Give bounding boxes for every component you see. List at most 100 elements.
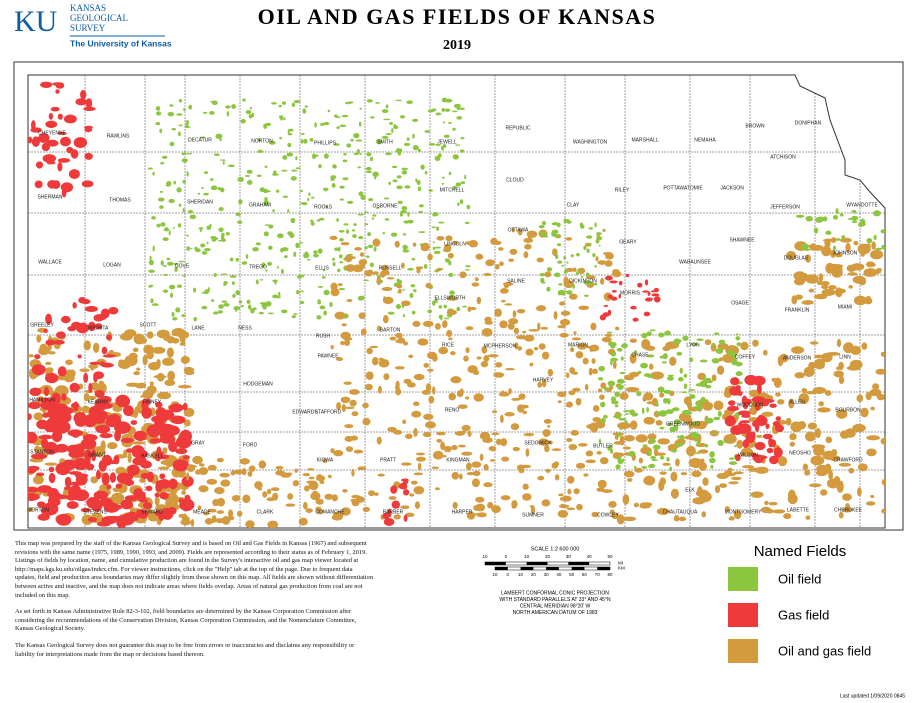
field-patch xyxy=(536,257,544,263)
field-patch xyxy=(403,478,409,485)
field-patch xyxy=(168,230,171,236)
field-patch xyxy=(659,455,665,460)
field-patch xyxy=(342,488,348,493)
field-patch xyxy=(463,355,469,362)
county-label: SHAWNEE xyxy=(729,237,755,243)
field-patch xyxy=(91,419,106,424)
county-label: OSAGE xyxy=(731,300,749,306)
field-patch xyxy=(694,438,698,442)
field-patch xyxy=(768,501,778,506)
field-patch xyxy=(771,377,777,382)
field-patch xyxy=(585,272,590,277)
field-patch xyxy=(167,370,176,381)
field-patch xyxy=(125,448,134,453)
field-patch xyxy=(185,152,193,155)
field-patch xyxy=(220,273,228,276)
field-patch xyxy=(597,260,607,265)
field-patch xyxy=(76,322,90,334)
field-patch xyxy=(68,450,85,459)
field-patch xyxy=(406,137,410,141)
field-patch xyxy=(804,469,811,476)
county-label: LANE xyxy=(191,325,205,331)
field-patch xyxy=(713,416,721,421)
field-patch xyxy=(769,455,779,465)
field-patch xyxy=(398,484,406,488)
field-patch xyxy=(457,444,467,448)
field-patch xyxy=(182,108,186,111)
field-patch xyxy=(401,167,409,171)
field-patch xyxy=(740,341,749,351)
field-patch xyxy=(182,274,186,277)
field-patch xyxy=(250,308,255,314)
field-patch xyxy=(48,112,54,120)
field-patch xyxy=(151,303,159,307)
subtitle: 2019 xyxy=(443,38,471,53)
field-patch xyxy=(343,223,349,226)
field-patch xyxy=(396,278,400,283)
field-patch xyxy=(173,180,177,185)
field-patch xyxy=(424,130,431,133)
field-patch xyxy=(58,415,64,422)
legend-label: Gas field xyxy=(778,607,829,622)
field-patch xyxy=(819,354,829,359)
field-patch xyxy=(210,185,218,191)
field-patch xyxy=(47,407,60,420)
field-patch xyxy=(561,264,565,267)
field-patch xyxy=(634,465,637,470)
field-patch xyxy=(303,485,310,492)
field-patch xyxy=(426,351,438,360)
field-patch xyxy=(366,152,372,157)
field-patch xyxy=(327,109,331,113)
field-patch xyxy=(405,433,413,440)
field-patch xyxy=(176,284,183,288)
fields xyxy=(28,81,885,528)
field-patch xyxy=(147,285,153,288)
field-patch xyxy=(154,492,160,498)
field-patch xyxy=(546,286,551,292)
field-patch xyxy=(513,327,520,335)
field-patch xyxy=(445,235,453,242)
field-patch xyxy=(609,385,614,390)
county-label: MONTGOMERY xyxy=(725,509,763,515)
field-patch xyxy=(45,361,52,366)
legend-swatch xyxy=(728,639,758,663)
field-patch xyxy=(293,251,297,257)
field-patch xyxy=(316,475,326,482)
scale-tick-label: 70 xyxy=(595,572,601,577)
logo-initials: KU xyxy=(14,5,58,38)
field-patch xyxy=(649,363,654,370)
field-patch xyxy=(221,516,231,525)
field-patch xyxy=(59,407,74,415)
field-patch xyxy=(839,480,844,491)
field-patch xyxy=(588,227,594,230)
field-patch xyxy=(47,351,56,355)
field-patch xyxy=(578,305,590,310)
field-patch xyxy=(866,237,873,244)
field-patch xyxy=(643,311,651,317)
field-patch xyxy=(33,412,44,421)
field-patch xyxy=(695,489,709,498)
field-patch xyxy=(599,394,605,400)
field-patch xyxy=(90,498,103,512)
field-patch xyxy=(347,101,354,104)
field-patch xyxy=(461,424,471,431)
field-patch xyxy=(236,220,243,224)
field-patch xyxy=(157,466,170,470)
field-patch xyxy=(610,351,617,357)
field-patch xyxy=(280,247,284,253)
logo-line: SURVEY xyxy=(70,23,106,33)
field-patch xyxy=(364,223,369,226)
county-label: REPUBLIC xyxy=(505,125,530,131)
field-patch xyxy=(594,222,597,228)
field-patch xyxy=(216,510,225,514)
field-patch xyxy=(591,358,596,364)
field-patch xyxy=(247,304,252,310)
field-patch xyxy=(615,452,625,457)
scale-segment xyxy=(597,567,610,570)
field-patch xyxy=(623,410,632,412)
field-patch xyxy=(412,242,417,247)
field-patch xyxy=(824,238,831,249)
field-patch xyxy=(279,136,282,140)
field-patch xyxy=(154,510,163,516)
county-label: GEARY xyxy=(619,239,637,245)
